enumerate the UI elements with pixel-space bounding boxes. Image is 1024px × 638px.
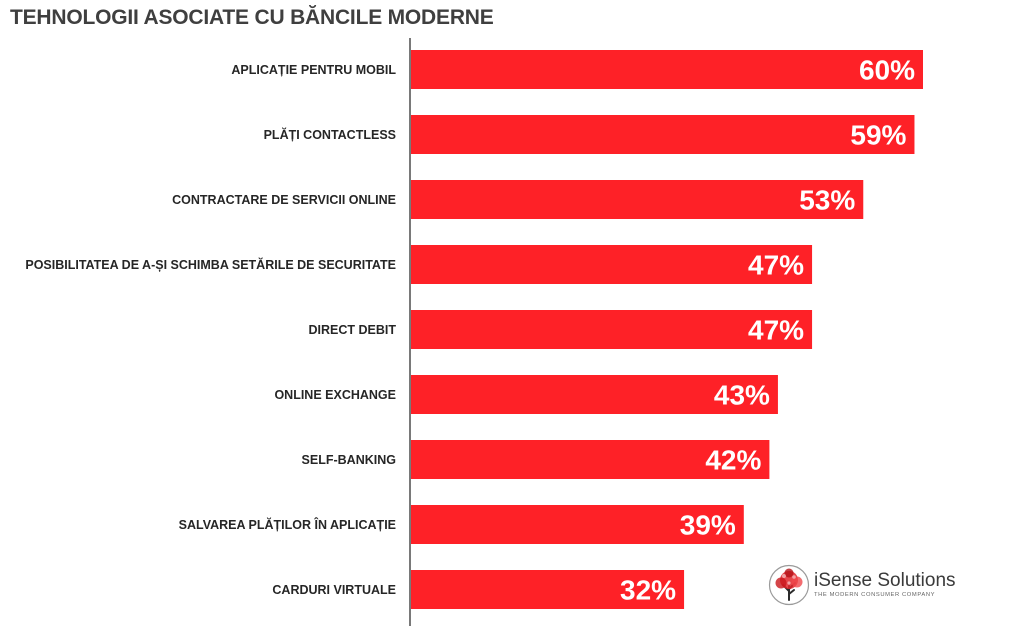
value-label-9: 32% (620, 575, 676, 606)
category-label-8: SALVAREA PLĂȚILOR ÎN APLICAȚIE (179, 517, 396, 532)
bar-3 (411, 180, 864, 219)
category-label-5: DIRECT DEBIT (309, 323, 397, 337)
brand-logo: iSense Solutions THE MODERN CONSUMER COM… (768, 563, 968, 607)
bars-layer: APLICAȚIE PENTRU MOBIL 60% PLĂȚI CONTACTLE… (25, 50, 923, 609)
category-label-9: CARDURI VIRTUALE (272, 583, 396, 597)
category-label-4: POSIBILITATEA DE A-ȘI SCHIMBA SETĂRILE D… (25, 257, 396, 272)
category-label-1: APLICAȚIE PENTRU MOBIL (231, 63, 396, 77)
brand-tagline: THE MODERN CONSUMER COMPANY (814, 592, 936, 598)
chart-title: TEHNOLOGII ASOCIATE CU BĂNCILE MODERNE (10, 6, 494, 29)
bar-2 (411, 115, 915, 154)
value-label-2: 59% (850, 120, 906, 151)
bar-8 (411, 505, 744, 544)
bar-6 (411, 375, 778, 414)
bar-1 (411, 50, 923, 89)
value-label-1: 60% (859, 55, 915, 86)
category-label-2: PLĂȚI CONTACTLESS (264, 127, 396, 142)
value-label-8: 39% (680, 510, 736, 541)
tree-logo-icon (768, 564, 810, 606)
bar-9 (411, 570, 685, 609)
value-label-6: 43% (714, 380, 770, 411)
category-label-7: SELF-BANKING (302, 453, 396, 467)
value-label-4: 47% (748, 250, 804, 281)
bar-5 (411, 310, 813, 349)
bar-7 (411, 440, 770, 479)
category-label-3: CONTRACTARE DE SERVICII ONLINE (172, 193, 396, 207)
category-label-6: ONLINE EXCHANGE (274, 388, 396, 402)
value-label-7: 42% (705, 445, 761, 476)
brand-name: iSense Solutions (814, 570, 956, 591)
value-label-5: 47% (748, 315, 804, 346)
value-label-3: 53% (799, 185, 855, 216)
bar-4 (411, 245, 813, 284)
